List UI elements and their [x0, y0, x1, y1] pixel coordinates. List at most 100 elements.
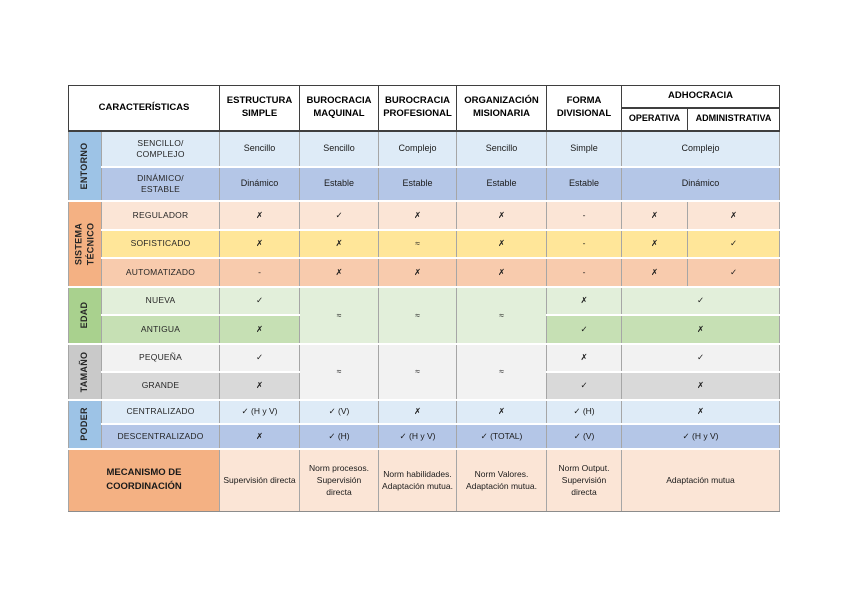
cell: ✓ (TOTAL) [456, 422, 547, 450]
row-label-nueva: NUEVA [101, 285, 220, 316]
row-regulador: SISTEMA TÉCNICO REGULADOR ✗ ✓ ✗ ✗ - ✗ ✗ [68, 199, 781, 288]
cell: Estable [378, 165, 457, 202]
cell: ✗ [219, 370, 300, 401]
cell: - [546, 228, 622, 259]
cell: Norm Valores. Adaptación mutua. [456, 447, 547, 512]
cell: ✗ [299, 228, 379, 259]
col-header-burocracia-profesional: BUROCRACIA PROFESIONAL [378, 85, 457, 132]
cell: ✗ [620, 370, 781, 401]
row-centralizado: PODER CENTRALIZADO ✓ (H y V) ✓ (V) ✗ ✗ ✓… [68, 398, 781, 450]
cell: ✓ (H y V) [378, 422, 457, 450]
cell: ✗ [621, 228, 688, 259]
cell: ✗ [219, 228, 300, 259]
cell: ✓ [546, 313, 622, 345]
cell: Dinámico [620, 165, 781, 202]
row-label-automatizado: AUTOMATIZADO [101, 256, 220, 288]
col-header-operativa: OPERATIVA [621, 107, 688, 132]
cell: - [546, 256, 622, 288]
cell: ✗ [546, 342, 622, 373]
group-label-poder: PODER [68, 398, 102, 450]
col-header-estructura-simple: ESTRUCTURA SIMPLE [219, 85, 300, 132]
cell: ≈ [456, 342, 547, 401]
cell: ✓ (H) [546, 398, 622, 425]
cell: ✗ [621, 199, 688, 231]
header-row-2: OPERATIVA ADMINISTRATIVA [69, 107, 781, 132]
cell: Estable [546, 165, 622, 202]
row-label-sofisticado: SOFISTICADO [101, 228, 220, 259]
comparison-table: CARACTERÍSTICAS ESTRUCTURA SIMPLE BUROCR… [68, 85, 781, 512]
cell: ✓ [686, 256, 781, 288]
cell: ✗ [378, 256, 457, 288]
cell: Norm procesos. Supervisión directa [299, 447, 379, 512]
cell: ✗ [546, 285, 622, 316]
cell: ✗ [621, 256, 688, 288]
cell: Norm habilidades. Adaptación mutua. [378, 447, 457, 512]
cell: ✓ [299, 199, 379, 231]
cell: ≈ [378, 228, 457, 259]
row-label-descentralizado: DESCENTRALIZADO [101, 422, 220, 450]
cell: - [546, 199, 622, 231]
cell: ✗ [620, 313, 781, 345]
cell: ✗ [456, 199, 547, 231]
cell: Sencillo [456, 129, 547, 168]
row-sofisticado: SOFISTICADO ✗ ✗ ≈ ✗ - ✗ ✓ [69, 228, 781, 259]
col-header-burocracia-maquinal: BUROCRACIA MAQUINAL [299, 85, 379, 132]
row-grande: GRANDE ✗ ✓ ✗ [69, 370, 781, 401]
cell: Sencillo [299, 129, 379, 168]
cell: Norm Output. Supervisión directa [546, 447, 622, 512]
cell: ✓ (V) [546, 422, 622, 450]
row-label-regulador: REGULADOR [101, 199, 220, 231]
cell: Dinámico [219, 165, 300, 202]
cell: ≈ [456, 285, 547, 345]
row-nueva: EDAD NUEVA ✓ ≈ ≈ ≈ ✗ ✓ [68, 285, 781, 345]
cell: Estable [299, 165, 379, 202]
row-label-antigua: ANTIGUA [101, 313, 220, 345]
col-header-organizacion-misionaria: ORGANIZACIÓN MISIONARIA [456, 85, 547, 132]
cell: ✓ (H y V) [620, 422, 781, 450]
row-descentralizado: DESCENTRALIZADO ✗ ✓ (H) ✓ (H y V) ✓ (TOT… [69, 422, 781, 450]
group-label-entorno: ENTORNO [68, 129, 102, 202]
cell: Adaptación mutua [620, 447, 781, 512]
cell: ✗ [456, 398, 547, 425]
cell: ✓ [546, 370, 622, 401]
cell: Simple [546, 129, 622, 168]
col-header-forma-divisional: FORMA DIVISIONAL [546, 85, 622, 132]
cell: Complejo [378, 129, 457, 168]
row-dinamico-estable: DINÁMICO/ ESTABLE Dinámico Estable Estab… [69, 165, 781, 202]
cell: ✗ [456, 256, 547, 288]
group-label-tamano: TAMAÑO [68, 342, 102, 401]
cell: ✗ [456, 228, 547, 259]
cell: ✗ [219, 199, 300, 231]
cell: ✓ (H) [299, 422, 379, 450]
cell: ≈ [378, 342, 457, 401]
cell: ✓ (H y V) [219, 398, 300, 425]
col-header-administrativa: ADMINISTRATIVA [686, 107, 781, 132]
cell: Sencillo [219, 129, 300, 168]
cell: ✓ [219, 342, 300, 373]
group-label-sistema-tecnico: SISTEMA TÉCNICO [68, 199, 102, 288]
cell: ✗ [219, 313, 300, 345]
group-label-edad: EDAD [68, 285, 102, 345]
row-automatizado: AUTOMATIZADO - ✗ ✗ ✗ - ✗ ✓ [69, 256, 781, 288]
cell: ✓ (V) [299, 398, 379, 425]
row-label-centralizado: CENTRALIZADO [101, 398, 220, 425]
cell: ✓ [620, 285, 781, 316]
cell: Complejo [620, 129, 781, 168]
cell: - [219, 256, 300, 288]
col-header-caracteristicas: CARACTERÍSTICAS [68, 85, 220, 132]
cell: ✗ [378, 398, 457, 425]
cell: ✗ [378, 199, 457, 231]
cell: Supervisión directa [219, 447, 300, 512]
row-mecanismo: MECANISMO DE COORDINACIÓN Supervisión di… [68, 447, 781, 512]
cell: ✓ [620, 342, 781, 373]
cell: ≈ [378, 285, 457, 345]
row-antigua: ANTIGUA ✗ ✓ ✗ [69, 313, 781, 345]
row-label-pequena: PEQUEÑA [101, 342, 220, 373]
cell: ✗ [219, 422, 300, 450]
header-row-1: CARACTERÍSTICAS ESTRUCTURA SIMPLE BUROCR… [68, 85, 781, 132]
cell: ✗ [620, 398, 781, 425]
row-label-dinamico-estable: DINÁMICO/ ESTABLE [101, 165, 220, 202]
row-sencillo-complejo: ENTORNO SENCILLO/ COMPLEJO Sencillo Senc… [68, 129, 781, 202]
cell: Estable [456, 165, 547, 202]
